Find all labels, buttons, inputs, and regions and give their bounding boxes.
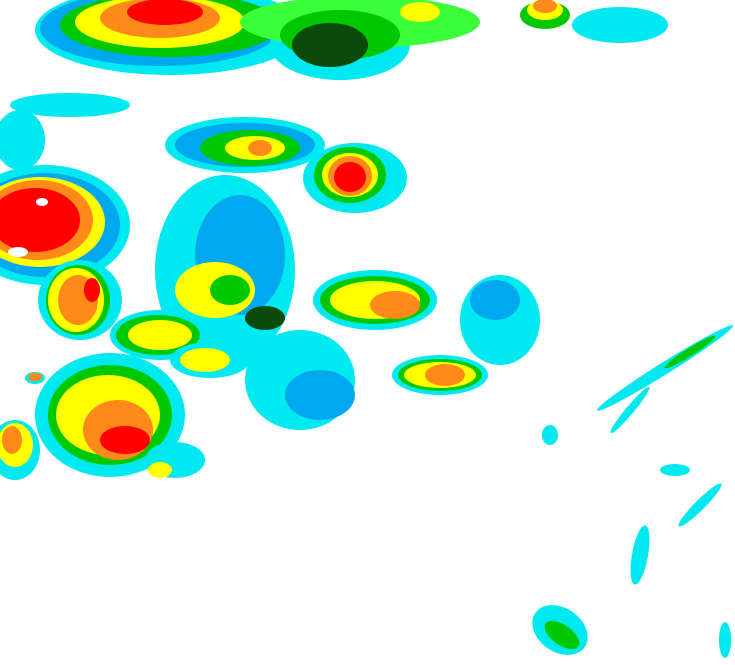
- precip-cyan-blob: [597, 325, 733, 411]
- precip-orange-blob: [2, 426, 22, 454]
- precip-dark-green-blob: [245, 306, 285, 330]
- precip-red-blob: [84, 278, 100, 302]
- precip-cyan-blob: [678, 483, 722, 527]
- precip-white-blob: [8, 247, 28, 257]
- precip-green-blob: [210, 275, 250, 305]
- precip-cyan-blob: [572, 7, 668, 43]
- precip-orange-blob: [425, 364, 465, 386]
- precip-yellow-blob: [128, 320, 192, 350]
- precip-yellow-blob: [400, 2, 440, 22]
- precip-cyan-blob: [542, 425, 558, 445]
- precip-cyan-blob: [630, 525, 650, 585]
- precip-orange-blob: [370, 291, 420, 319]
- precip-light-blue-blob: [285, 370, 355, 420]
- precip-red-blob: [127, 0, 203, 25]
- precip-red-blob: [0, 188, 80, 252]
- precip-red-blob: [100, 426, 150, 454]
- precip-green-blob: [664, 335, 716, 369]
- precip-green-blob: [544, 620, 580, 650]
- precip-orange-blob: [248, 140, 272, 156]
- precip-cyan-blob: [10, 93, 130, 117]
- precip-yellow-blob: [180, 348, 230, 372]
- precip-cyan-blob: [719, 622, 731, 658]
- precip-cyan-blob: [610, 386, 650, 434]
- precip-dark-green-blob: [292, 23, 368, 67]
- precip-light-blue-blob: [470, 280, 520, 320]
- precip-cyan-blob: [660, 464, 690, 476]
- precip-orange-blob: [533, 0, 557, 13]
- precip-orange-blob: [28, 373, 42, 381]
- precip-cyan-blob: [0, 110, 45, 170]
- precip-white-blob: [36, 198, 48, 206]
- precip-yellow-blob: [148, 462, 172, 478]
- precip-red-blob: [334, 162, 366, 192]
